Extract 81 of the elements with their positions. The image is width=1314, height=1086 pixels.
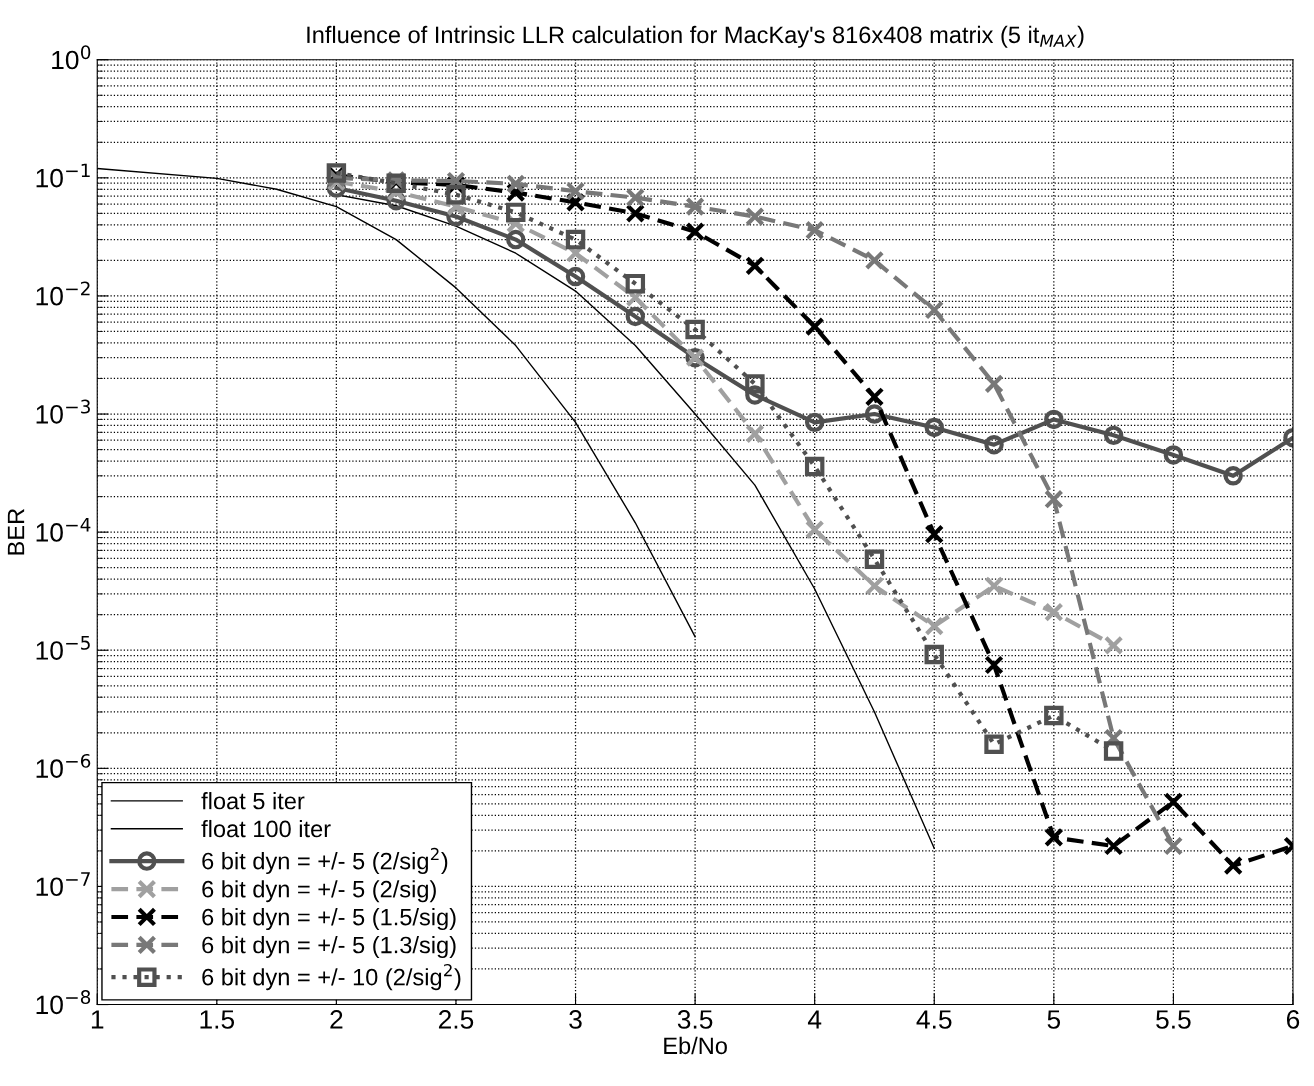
point [745, 424, 765, 444]
point [506, 174, 526, 194]
y-tick-label: 10$^{−1}$ [36, 163, 90, 188]
point [924, 616, 944, 636]
x-tick-label: 5.5 [1156, 1010, 1191, 1029]
point [984, 374, 1004, 394]
point [565, 181, 586, 201]
y-tick-label: 10$^{−7}$ [36, 872, 90, 897]
point [1163, 445, 1184, 465]
point [924, 524, 944, 544]
y-axis-title: BER [7, 508, 25, 555]
point [1103, 741, 1124, 761]
point [446, 184, 466, 205]
point [864, 250, 885, 271]
y-tick-label: 10$^{−4}$ [36, 517, 91, 542]
x-tick-label: 6 [1286, 1010, 1300, 1029]
x-tick-label: 1 [91, 1010, 104, 1029]
legend-label: 6 bit dyn = +/- 10 (2/sig$^{2}$) [202, 963, 461, 991]
point [924, 417, 944, 438]
point [565, 229, 586, 250]
point [984, 576, 1004, 596]
legend-label: 6 bit dyn = +/- 5 (2/sig$^{2}$) [202, 847, 448, 875]
point [1044, 602, 1064, 622]
point [1103, 836, 1124, 856]
point [625, 306, 646, 327]
point [1223, 466, 1243, 486]
point [804, 519, 825, 540]
point [745, 256, 765, 276]
legend-label: float 5 iter [201, 792, 305, 810]
point [565, 266, 586, 287]
x-tick-label: 3 [569, 1010, 582, 1029]
y-tick-label: 10$^{−5}$ [36, 636, 90, 660]
x-tick-label: 2 [330, 1010, 343, 1029]
chart-title: Influence of Intrinsic LLR calculation for MacKay's 816x408 matrix (5 it$_{MAX}$) [307, 25, 1084, 48]
y-tick-label: 10$^{−8}$ [36, 990, 91, 1015]
point [984, 655, 1004, 675]
point [804, 456, 825, 477]
x-tick-label: 3.5 [677, 1010, 713, 1029]
x-tick-label: 5 [1047, 1010, 1061, 1029]
point [1223, 855, 1243, 876]
point [924, 644, 944, 665]
point [864, 576, 885, 596]
legend-label: 6 bit dyn = +/- 5 (1.3/sig) [202, 936, 456, 959]
point [984, 734, 1004, 754]
point [1103, 635, 1124, 656]
point [1103, 425, 1124, 446]
point [685, 196, 705, 217]
point [745, 206, 765, 227]
point [506, 229, 526, 250]
point [1044, 827, 1064, 848]
point [625, 203, 646, 224]
point [506, 202, 526, 223]
point [804, 412, 825, 433]
point [1163, 792, 1184, 812]
point [685, 319, 705, 340]
x-tick-label: 1.5 [200, 1010, 235, 1029]
point [804, 316, 825, 337]
x-tick-label: 4 [807, 1010, 822, 1029]
point [685, 221, 705, 242]
point [804, 220, 825, 240]
point [1163, 836, 1184, 856]
point [625, 273, 646, 294]
x-tick-label: 4.5 [916, 1010, 952, 1029]
legend-label: float 100 iter [201, 819, 331, 838]
y-tick-label: 10$^{−6}$ [36, 753, 91, 778]
y-tick-label: 10$^{−2}$ [36, 281, 90, 306]
legend-label: 6 bit dyn = +/- 5 (1.5/sig) [202, 908, 456, 931]
point [864, 387, 885, 407]
legend-label: 6 bit dyn = +/- 5 (2/sig) [202, 880, 436, 903]
y-tick-label: 10$^{0}$ [52, 45, 91, 70]
point [1044, 409, 1064, 430]
y-tick-label: 10$^{−3}$ [36, 399, 90, 424]
point [924, 300, 944, 320]
point [625, 187, 646, 208]
x-tick-label: 2.5 [438, 1010, 474, 1029]
point [984, 434, 1004, 455]
point [745, 374, 765, 394]
x-axis-title: Eb/No [664, 1036, 727, 1055]
point [1044, 489, 1064, 509]
point [1044, 705, 1064, 726]
point [864, 549, 885, 569]
